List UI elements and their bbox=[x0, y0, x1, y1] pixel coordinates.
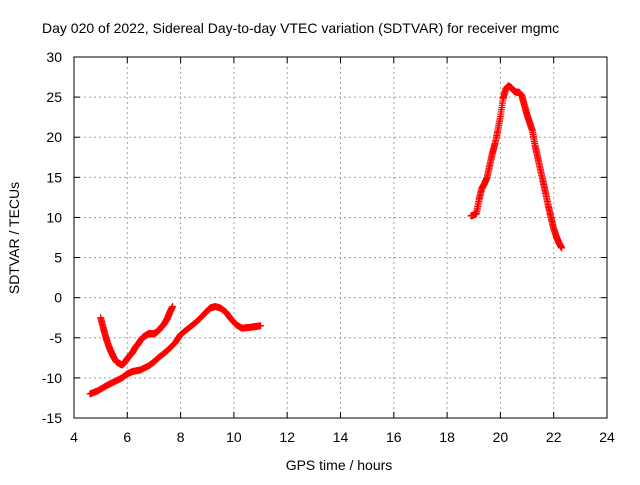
y-tick-label: 5 bbox=[54, 250, 62, 266]
y-tick-label: -5 bbox=[50, 330, 63, 346]
x-tick-label: 10 bbox=[226, 429, 242, 445]
x-tick-label: 18 bbox=[439, 429, 455, 445]
y-tick-label: 15 bbox=[46, 169, 62, 185]
x-tick-label: 6 bbox=[123, 429, 131, 445]
y-tick-label: 0 bbox=[54, 290, 62, 306]
y-tick-label: 30 bbox=[46, 49, 62, 65]
y-tick-label: 10 bbox=[46, 209, 62, 225]
data-point bbox=[558, 244, 566, 252]
x-tick-label: 16 bbox=[386, 429, 402, 445]
y-tick-label: -10 bbox=[42, 370, 62, 386]
chart-title: Day 020 of 2022, Sidereal Day-to-day VTE… bbox=[42, 20, 559, 36]
data-point bbox=[257, 322, 265, 330]
grid bbox=[74, 57, 607, 418]
x-tick-label: 14 bbox=[333, 429, 349, 445]
series-arc-1 bbox=[86, 302, 265, 398]
x-tick-label: 4 bbox=[70, 429, 78, 445]
x-tick-label: 20 bbox=[493, 429, 509, 445]
data-marks bbox=[86, 82, 566, 398]
y-tick-label: -15 bbox=[42, 410, 62, 426]
x-tick-label: 12 bbox=[279, 429, 295, 445]
data-point bbox=[169, 302, 177, 310]
x-axis-title: GPS time / hours bbox=[286, 457, 393, 473]
x-tick-label: 24 bbox=[599, 429, 615, 445]
y-axis-title: SDTVAR / TECUs bbox=[6, 182, 22, 294]
series-arc-3 bbox=[467, 82, 566, 252]
x-tick-label: 8 bbox=[177, 429, 185, 445]
x-tick-label: 22 bbox=[546, 429, 562, 445]
series-arc-2 bbox=[97, 302, 177, 369]
axis-ticks: 4 6 8 10 12 14 16 18 20 22 24 -15 -10 -5 0 5 10 15 20 25 30 bbox=[42, 49, 615, 445]
y-tick-label: 25 bbox=[46, 89, 62, 105]
y-tick-label: 20 bbox=[46, 129, 62, 145]
